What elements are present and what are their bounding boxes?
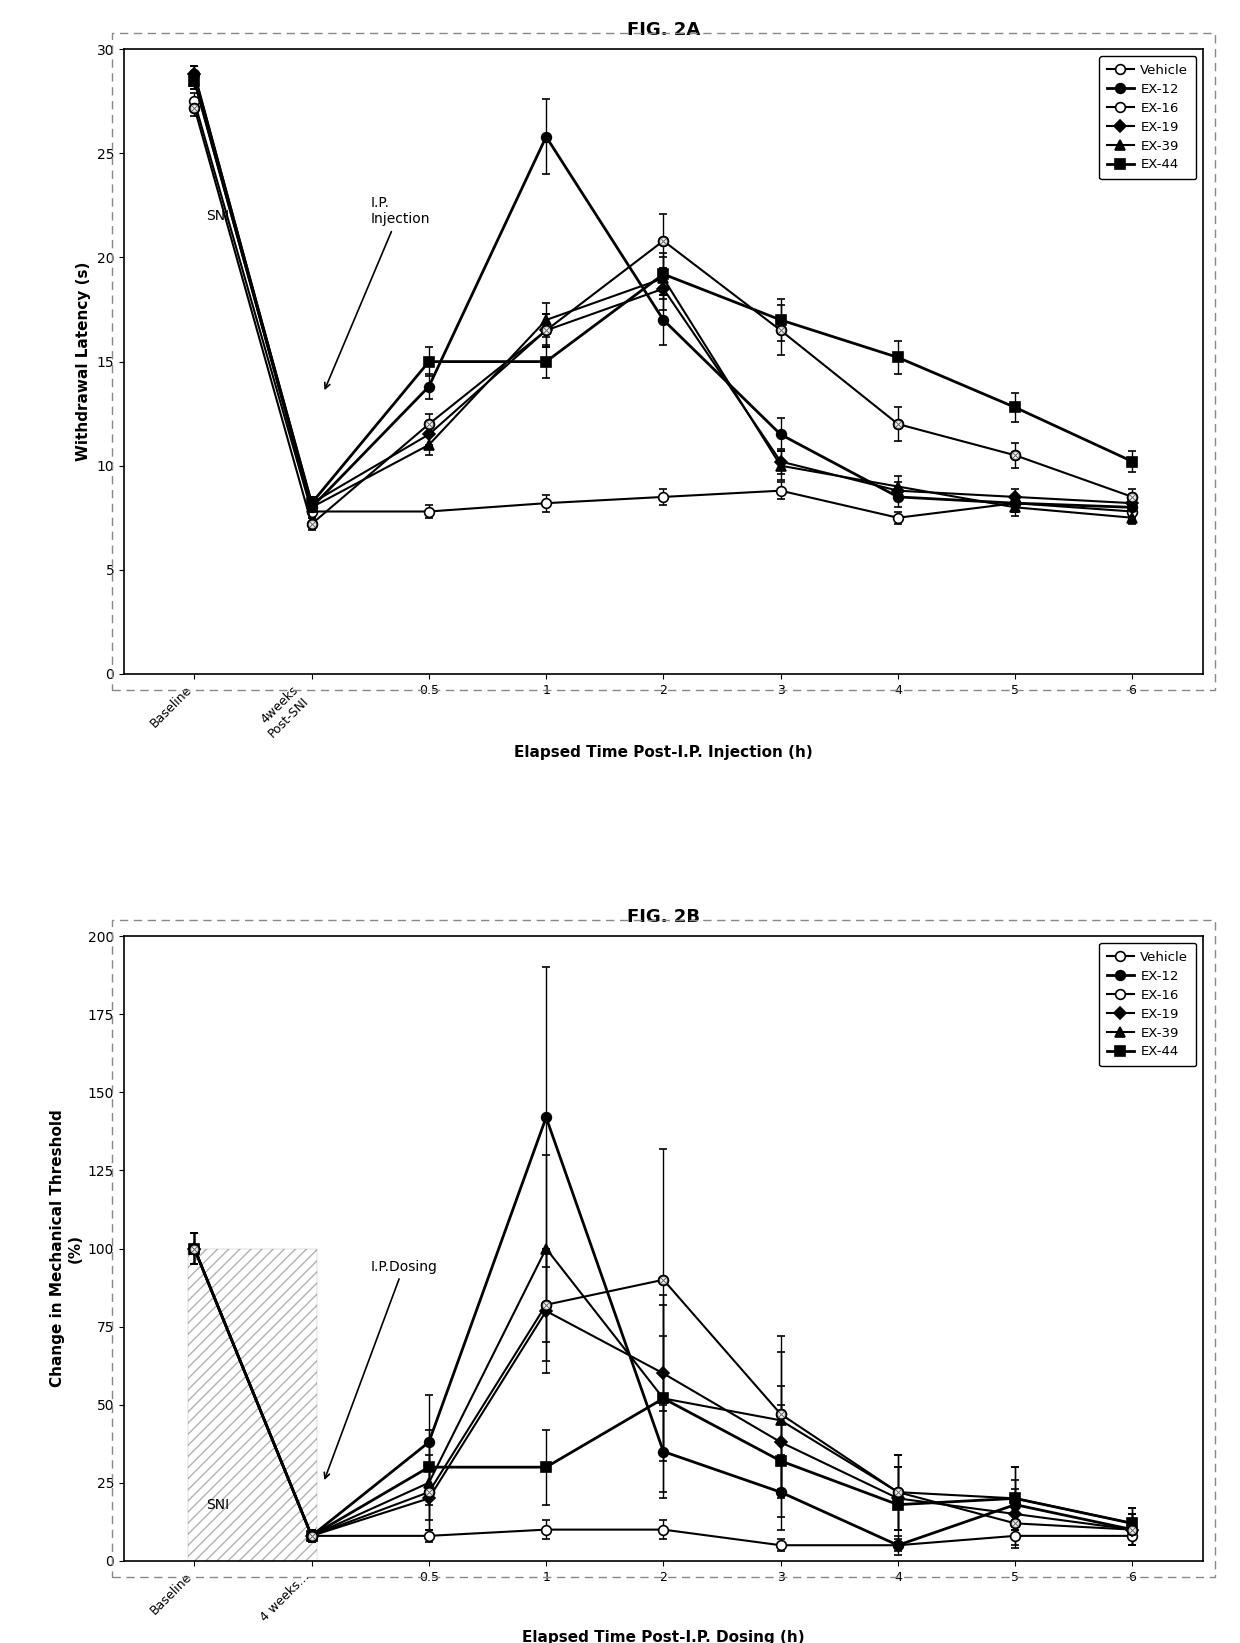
X-axis label: Elapsed Time Post-I.P. Dosing (h): Elapsed Time Post-I.P. Dosing (h) <box>522 1630 805 1643</box>
Title: FIG. 2B: FIG. 2B <box>627 909 699 927</box>
Title: FIG. 2A: FIG. 2A <box>626 21 701 39</box>
Text: I.P.Dosing: I.P.Dosing <box>325 1260 438 1479</box>
Text: SNI: SNI <box>206 209 229 223</box>
Text: SNI: SNI <box>206 1498 229 1512</box>
Text: I.P.
Injection: I.P. Injection <box>325 196 430 388</box>
Legend: Vehicle, EX-12, EX-16, EX-19, EX-39, EX-44: Vehicle, EX-12, EX-16, EX-19, EX-39, EX-… <box>1100 943 1197 1066</box>
X-axis label: Elapsed Time Post-I.P. Injection (h): Elapsed Time Post-I.P. Injection (h) <box>515 746 812 761</box>
Y-axis label: Change in Mechanical Threshold
(%): Change in Mechanical Threshold (%) <box>50 1109 82 1387</box>
Legend: Vehicle, EX-12, EX-16, EX-19, EX-39, EX-44: Vehicle, EX-12, EX-16, EX-19, EX-39, EX-… <box>1100 56 1197 179</box>
Y-axis label: Withdrawal Latency (s): Withdrawal Latency (s) <box>76 261 91 462</box>
